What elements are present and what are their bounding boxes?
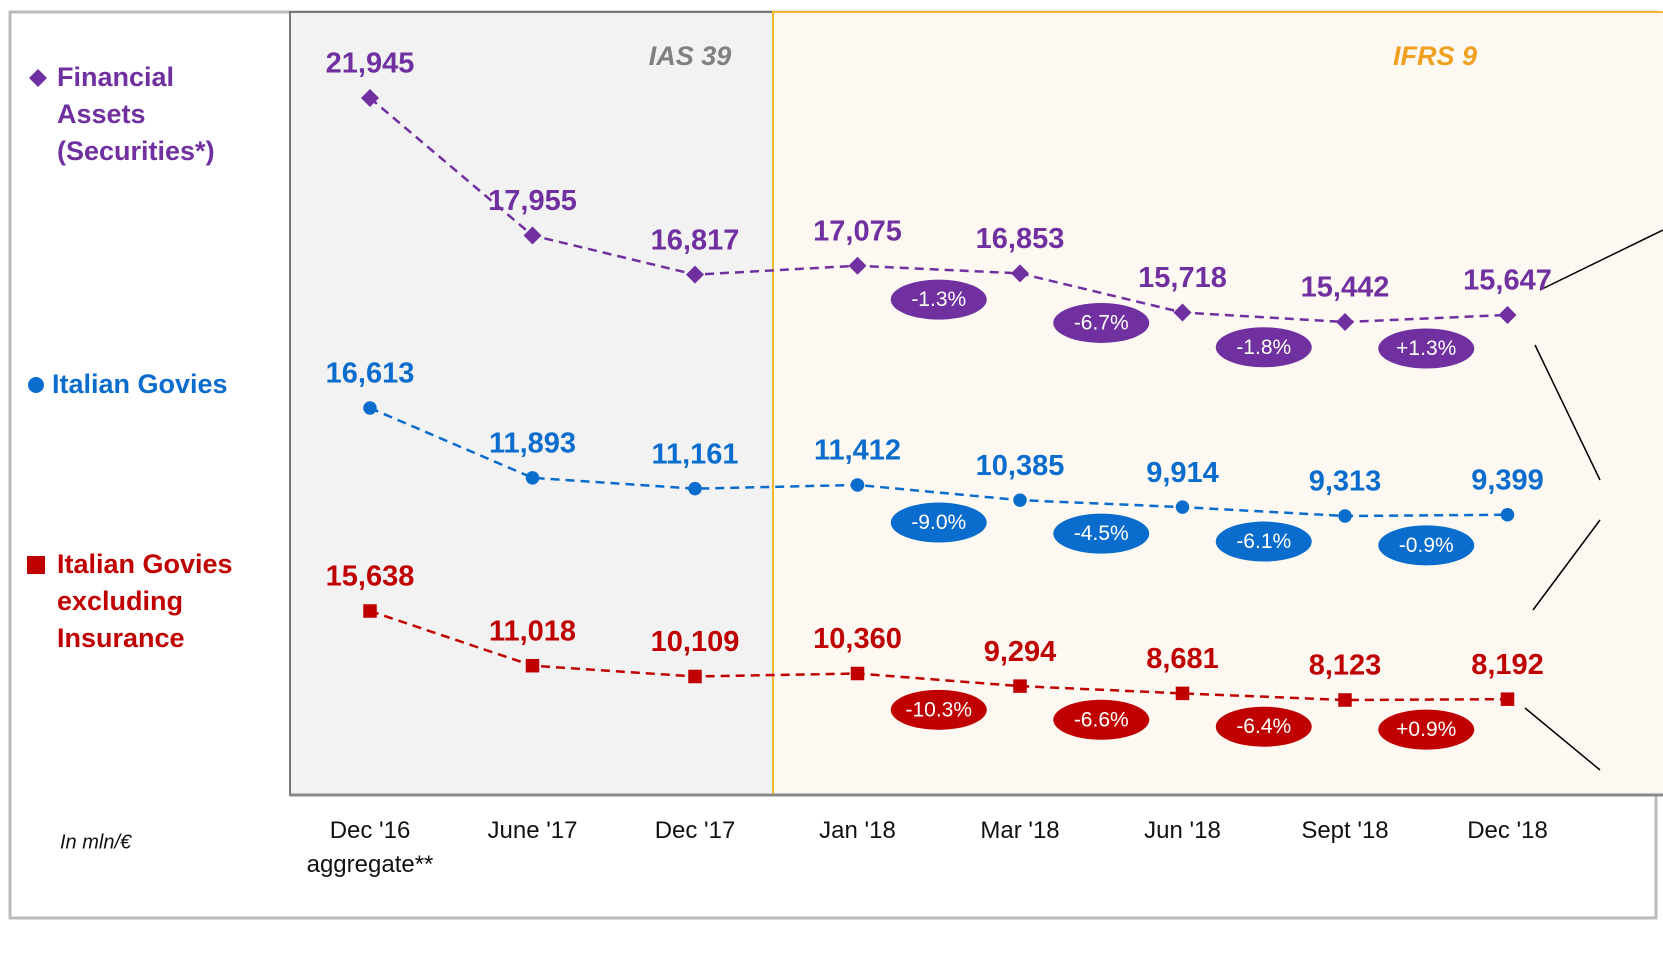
change-badge (1378, 525, 1475, 566)
data-label: 16,613 (326, 358, 415, 390)
data-point (361, 89, 379, 107)
data-label: 9,914 (1146, 457, 1219, 489)
data-point (850, 478, 865, 492)
change-label: -9.0% (911, 511, 966, 534)
data-label: 11,412 (814, 435, 901, 467)
change-badge (1378, 328, 1475, 369)
legend-marker (29, 69, 47, 87)
data-label: 9,313 (1309, 466, 1382, 498)
data-point (1338, 693, 1352, 707)
data-label: 16,817 (651, 224, 740, 256)
data-point (848, 256, 867, 275)
legend-label: Italian Govies (52, 369, 228, 399)
data-point (686, 265, 704, 284)
data-label: 10,385 (976, 450, 1065, 482)
pointer-line (1539, 229, 1663, 291)
change-badge (1215, 706, 1312, 747)
data-label: 11,161 (651, 438, 738, 470)
data-label: 11,893 (489, 427, 576, 459)
change-label: +1.3% (1396, 337, 1456, 360)
pointer-line (1524, 707, 1601, 771)
change-badge (1053, 699, 1150, 740)
series-line (369, 609, 1508, 702)
data-label: 11,018 (489, 615, 576, 647)
change-label: -6.6% (1074, 708, 1129, 731)
data-label: 15,647 (1463, 265, 1552, 297)
data-label: 8,123 (1309, 650, 1382, 682)
data-point (363, 604, 377, 618)
data-point (1336, 313, 1354, 331)
legend-marker (27, 556, 45, 574)
change-badge (1215, 521, 1312, 562)
change-badge (1215, 327, 1312, 368)
x-tick-label: Mar '18 (980, 817, 1060, 844)
x-tick-label: Dec '16 aggregate** (306, 817, 434, 878)
data-point (1175, 686, 1190, 701)
x-tick-label: Jan '18 (819, 817, 896, 844)
change-label: -6.7% (1074, 311, 1129, 334)
data-point (688, 481, 702, 496)
data-label: 8,192 (1471, 649, 1544, 681)
data-point (1011, 264, 1029, 283)
pointer-line (1532, 519, 1601, 611)
legend-label: Italian Govies excluding Insurance (57, 549, 233, 653)
data-label: 21,945 (326, 48, 415, 80)
change-label: -1.8% (1236, 336, 1291, 359)
x-tick-label: June '17 (487, 817, 578, 844)
change-badge (890, 279, 987, 320)
data-point (1500, 692, 1515, 706)
data-point (1338, 509, 1352, 523)
change-badge (1378, 709, 1475, 750)
x-tick-label: Sept '18 (1301, 817, 1389, 844)
data-label: 10,109 (651, 626, 740, 658)
data-label: 15,718 (1138, 262, 1227, 294)
change-label: -1.3% (911, 288, 966, 311)
data-point (363, 401, 377, 415)
change-badge (890, 502, 987, 543)
data-point (525, 658, 540, 673)
change-label: -10.3% (905, 698, 972, 721)
series-line (369, 406, 1508, 518)
data-label: 9,294 (984, 636, 1057, 668)
x-tick-label: Dec '18 (1467, 817, 1548, 844)
data-point (1500, 507, 1515, 522)
data-label: 17,075 (813, 215, 902, 247)
data-label: 9,399 (1471, 464, 1544, 496)
change-label: -0.9% (1399, 534, 1454, 557)
data-label: 17,955 (488, 185, 577, 217)
change-label: -6.1% (1236, 530, 1291, 553)
legend-label: Financial Assets (Securities*) (57, 62, 215, 166)
data-label: 10,360 (813, 623, 902, 655)
data-point (1175, 500, 1190, 514)
x-tick-label: Jun '18 (1144, 817, 1221, 844)
change-label: +0.9% (1396, 718, 1456, 741)
change-badge (1053, 302, 1150, 343)
data-point (688, 669, 702, 684)
data-label: 8,681 (1146, 643, 1219, 675)
change-badge (890, 689, 987, 730)
unit-note: In mln/€ (60, 831, 132, 853)
data-point (525, 471, 540, 485)
region-label: IFRS 9 (1393, 41, 1477, 71)
data-point (1173, 303, 1192, 322)
data-point (1498, 305, 1517, 324)
data-point (523, 226, 542, 245)
region-label: IAS 39 (649, 41, 732, 71)
pointer-line (1534, 344, 1601, 481)
change-badge (1053, 513, 1150, 554)
data-point (850, 666, 865, 681)
series-line (369, 97, 1508, 324)
data-label: 15,442 (1301, 272, 1390, 304)
change-label: -4.5% (1074, 522, 1129, 545)
data-label: 16,853 (976, 223, 1065, 255)
legend-marker (28, 377, 44, 393)
change-label: -6.4% (1236, 715, 1291, 738)
data-point (1013, 679, 1027, 693)
x-tick-label: Dec '17 (654, 817, 736, 844)
data-label: 15,638 (326, 561, 415, 593)
data-point (1013, 493, 1027, 507)
